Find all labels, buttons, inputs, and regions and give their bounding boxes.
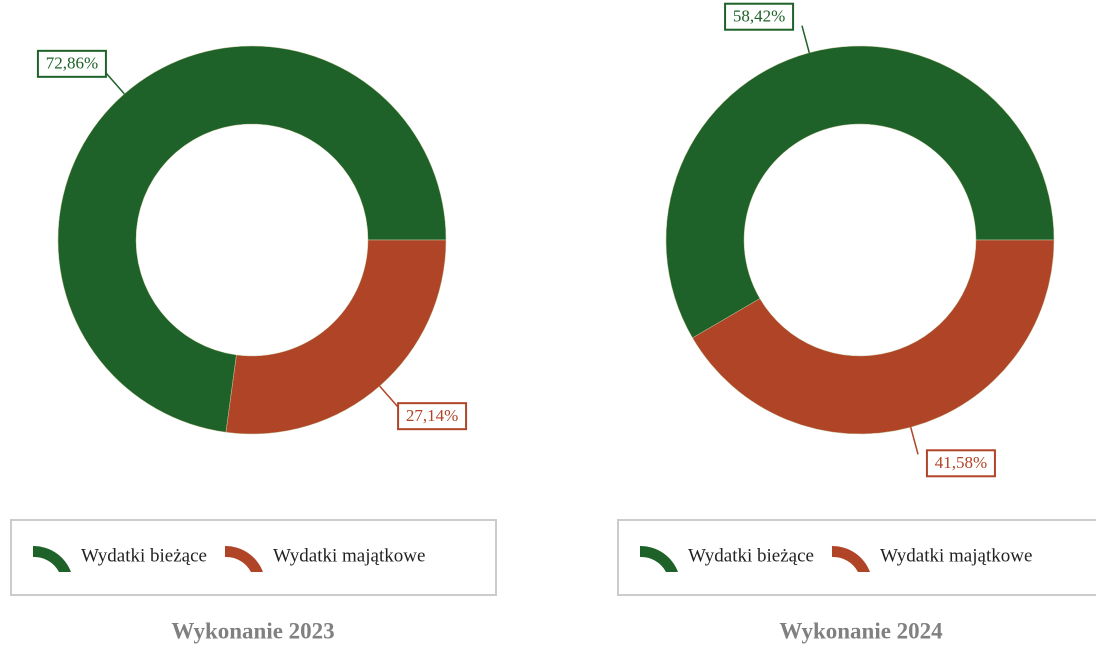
legend-icon <box>831 545 870 572</box>
label-box <box>397 402 468 431</box>
donut-slice <box>57 45 447 433</box>
data-label: 72,86% <box>46 54 98 73</box>
legend-label: Wydatki bieżące <box>688 545 814 566</box>
legend-label: Wydatki majątkowe <box>273 545 425 566</box>
data-label: 41,58% <box>935 453 987 472</box>
leader-line <box>379 385 399 408</box>
label-box <box>925 449 996 478</box>
data-label: 27,14% <box>406 406 458 425</box>
leader-line <box>801 25 811 53</box>
leader-line <box>105 72 125 95</box>
chart-title: Wykonanie 2024 <box>779 618 943 643</box>
label-box <box>36 49 107 78</box>
chart-title: Wykonanie 2023 <box>171 618 334 643</box>
donut-slice <box>665 45 1055 339</box>
legend-icon <box>640 545 678 572</box>
leader-line <box>909 427 919 455</box>
legend-label: Wydatki bieżące <box>81 545 207 566</box>
donut-slice <box>692 239 1055 435</box>
label-box <box>724 2 795 31</box>
donut-slice <box>225 239 447 435</box>
legend-label: Wydatki majątkowe <box>880 545 1032 566</box>
data-label: 58,42% <box>733 7 785 26</box>
legend-icon <box>33 545 71 572</box>
legend-icon <box>224 545 263 572</box>
